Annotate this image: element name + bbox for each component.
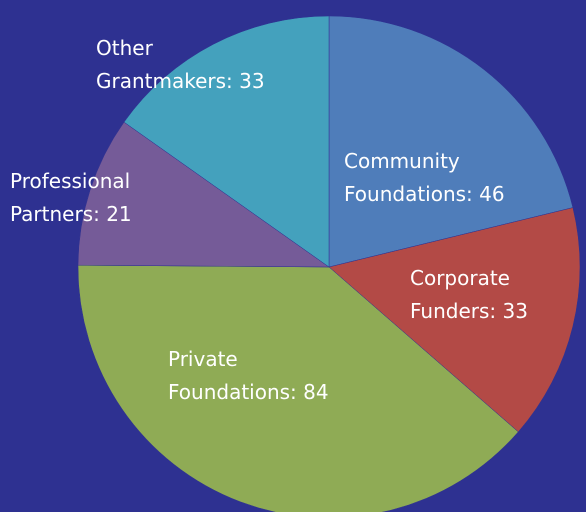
pie-slice [328,15,574,268]
slice-label: Community Foundations: 46 [344,149,505,206]
pie-slice [77,264,519,512]
slice-label: Corporate Funders: 33 [410,266,528,323]
slice-label: Professional Partners: 21 [10,169,132,226]
pie-slice [123,15,330,268]
slice-label: Private Foundations: 84 [168,347,329,404]
slice-label: Other Grantmakers: 33 [96,36,265,93]
pie-slice [77,121,330,268]
pie-slice [328,207,581,433]
